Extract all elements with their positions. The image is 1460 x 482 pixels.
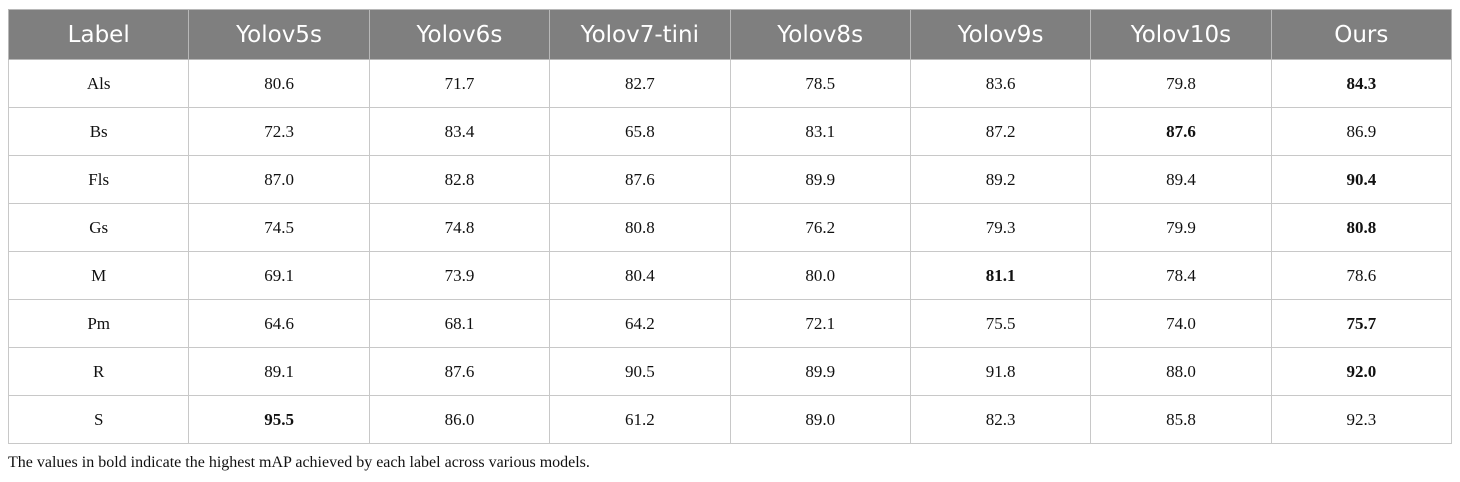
value-cell: 72.3 (188, 107, 370, 156)
table-row: Fls 87.0 82.8 87.6 89.9 89.2 89.4 90.4 (7, 155, 1453, 204)
label-cell: R (7, 347, 190, 396)
header-row: Label Yolov5s Yolov6s Yolov7-tini Yolov8s Yol… (7, 9, 1453, 60)
value-cell: 87.6 (549, 155, 731, 204)
value-cell: 90.4 (1270, 155, 1453, 204)
value-cell: 86.9 (1270, 107, 1453, 156)
value-cell: 74.5 (188, 203, 370, 252)
value-cell: 87.6 (368, 347, 551, 396)
value-cell: 90.5 (549, 347, 731, 396)
value-cell: 76.2 (729, 203, 911, 252)
label-cell: Fls (7, 155, 190, 204)
results-table: Label Yolov5s Yolov6s Yolov7-tini Yolov8s Yol… (7, 9, 1453, 444)
label-cell: Pm (7, 299, 190, 348)
value-cell: 82.7 (549, 59, 731, 108)
value-cell: 89.9 (729, 347, 911, 396)
header-cell: Yolov8s (729, 9, 911, 60)
footnote: The values in bold indicate the highest … (8, 454, 590, 471)
value-cell: 89.9 (729, 155, 911, 204)
label-cell: Bs (7, 107, 190, 156)
value-cell: 80.8 (549, 203, 731, 252)
value-cell: 74.0 (1090, 299, 1272, 348)
value-cell: 78.6 (1270, 251, 1453, 300)
table-row: Pm 64.6 68.1 64.2 72.1 75.5 74.0 75.7 (7, 299, 1453, 348)
value-cell: 65.8 (549, 107, 731, 156)
label-cell: S (7, 395, 190, 444)
table-row: M 69.1 73.9 80.4 80.0 81.1 78.4 78.6 (7, 251, 1453, 300)
value-cell: 89.4 (1090, 155, 1272, 204)
value-cell: 64.2 (549, 299, 731, 348)
value-cell: 87.2 (909, 107, 1092, 156)
table-body: Als 80.6 71.7 82.7 78.5 83.6 79.8 84.3 Bs 72.3 83.… (7, 59, 1453, 444)
header-cell: Yolov5s (188, 9, 370, 60)
value-cell: 75.7 (1270, 299, 1453, 348)
value-cell: 92.0 (1270, 347, 1453, 396)
value-cell: 95.5 (188, 395, 370, 444)
value-cell: 83.4 (368, 107, 551, 156)
table-row: S 95.5 86.0 61.2 89.0 82.3 85.8 92.3 (7, 395, 1453, 444)
value-cell: 79.8 (1090, 59, 1272, 108)
table-row: Bs 72.3 83.4 65.8 83.1 87.2 87.6 86.9 (7, 107, 1453, 156)
value-cell: 86.0 (368, 395, 551, 444)
value-cell: 89.1 (188, 347, 370, 396)
table-row: Als 80.6 71.7 82.7 78.5 83.6 79.8 84.3 (7, 59, 1453, 108)
value-cell: 74.8 (368, 203, 551, 252)
value-cell: 75.5 (909, 299, 1092, 348)
value-cell: 80.8 (1270, 203, 1453, 252)
value-cell: 80.6 (188, 59, 370, 108)
header-cell: Yolov9s (909, 9, 1092, 60)
value-cell: 78.4 (1090, 251, 1272, 300)
value-cell: 68.1 (368, 299, 551, 348)
value-cell: 80.4 (549, 251, 731, 300)
value-cell: 92.3 (1270, 395, 1453, 444)
value-cell: 79.9 (1090, 203, 1272, 252)
table-row: R 89.1 87.6 90.5 89.9 91.8 88.0 92.0 (7, 347, 1453, 396)
value-cell: 89.2 (909, 155, 1092, 204)
value-cell: 83.6 (909, 59, 1092, 108)
value-cell: 87.0 (188, 155, 370, 204)
value-cell: 69.1 (188, 251, 370, 300)
value-cell: 83.1 (729, 107, 911, 156)
header-cell: Label (7, 9, 190, 60)
header-cell: Yolov6s (368, 9, 551, 60)
value-cell: 78.5 (729, 59, 911, 108)
value-cell: 72.1 (729, 299, 911, 348)
value-cell: 85.8 (1090, 395, 1272, 444)
label-cell: Als (7, 59, 190, 108)
value-cell: 82.3 (909, 395, 1092, 444)
value-cell: 87.6 (1090, 107, 1272, 156)
value-cell: 79.3 (909, 203, 1092, 252)
value-cell: 91.8 (909, 347, 1092, 396)
value-cell: 89.0 (729, 395, 911, 444)
value-cell: 61.2 (549, 395, 731, 444)
header-cell: Ours (1270, 9, 1453, 60)
value-cell: 64.6 (188, 299, 370, 348)
value-cell: 73.9 (368, 251, 551, 300)
value-cell: 81.1 (909, 251, 1092, 300)
label-cell: M (7, 251, 190, 300)
label-cell: Gs (7, 203, 190, 252)
table-row: Gs 74.5 74.8 80.8 76.2 79.3 79.9 80.8 (7, 203, 1453, 252)
header-cell: Yolov10s (1090, 9, 1272, 60)
value-cell: 80.0 (729, 251, 911, 300)
value-cell: 84.3 (1270, 59, 1453, 108)
value-cell: 71.7 (368, 59, 551, 108)
value-cell: 88.0 (1090, 347, 1272, 396)
value-cell: 82.8 (368, 155, 551, 204)
header-cell: Yolov7-tini (549, 9, 731, 60)
